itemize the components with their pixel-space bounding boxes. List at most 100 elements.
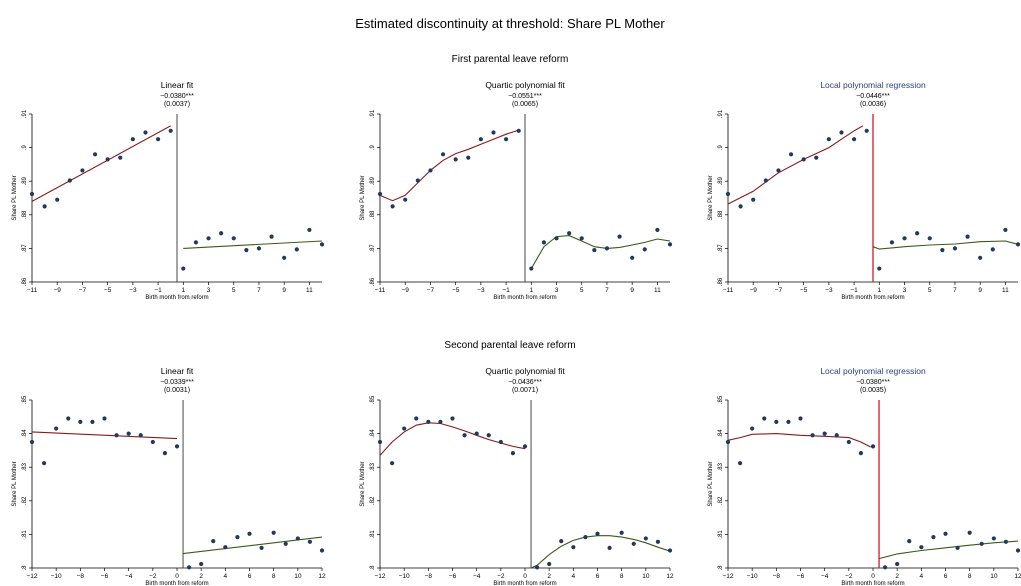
data-point bbox=[919, 545, 924, 550]
x-tick-label: −11 bbox=[27, 287, 38, 294]
data-point bbox=[595, 531, 600, 536]
data-point bbox=[174, 444, 180, 449]
y-tick-label: .85 bbox=[370, 395, 376, 404]
panel-grid: Linear fit−0.0380***(0.0037).86.87.88.89… bbox=[12, 80, 1021, 586]
fit-line-pre-reform bbox=[31, 125, 171, 202]
data-point bbox=[466, 155, 471, 160]
x-tick-label: −12 bbox=[374, 573, 385, 580]
data-point bbox=[643, 536, 648, 541]
x-tick-label: 9 bbox=[978, 287, 982, 294]
data-point bbox=[377, 191, 383, 197]
x-tick-label: 6 bbox=[248, 573, 252, 580]
data-point bbox=[231, 236, 236, 241]
data-point bbox=[478, 137, 483, 142]
data-point bbox=[155, 137, 161, 142]
panel-subtitle: Linear fit bbox=[161, 80, 194, 90]
data-point bbox=[162, 450, 168, 456]
data-point bbox=[737, 461, 743, 466]
data-point bbox=[102, 416, 107, 421]
y-tick-label: .85 bbox=[718, 395, 724, 404]
data-point bbox=[967, 530, 972, 535]
x-tick-label: 11 bbox=[306, 287, 313, 294]
data-point bbox=[978, 255, 983, 260]
x-axis-title: Birth month from reform bbox=[841, 295, 904, 301]
panel-subtitle: Quartic polynomial fit bbox=[485, 80, 565, 90]
x-tick-label: 5 bbox=[580, 287, 584, 294]
x-tick-label: 2 bbox=[547, 573, 551, 580]
data-point bbox=[41, 461, 47, 466]
x-tick-label: 5 bbox=[232, 287, 236, 294]
y-tick-label: .83 bbox=[718, 462, 724, 471]
data-point bbox=[54, 426, 59, 431]
y-tick-label: .84 bbox=[718, 429, 724, 438]
x-tick-label: 1 bbox=[181, 287, 185, 294]
y-tick-label: .86 bbox=[718, 277, 724, 286]
data-point bbox=[604, 246, 610, 251]
data-point bbox=[199, 561, 204, 567]
data-point bbox=[592, 247, 597, 253]
panel-standard-error: (0.0035) bbox=[860, 387, 886, 394]
data-point bbox=[762, 416, 767, 421]
fit-line-post-reform bbox=[872, 240, 1019, 250]
x-tick-label: 8 bbox=[620, 573, 624, 580]
panel-estimate: −0.0446*** bbox=[856, 93, 890, 100]
x-tick-label: 7 bbox=[257, 287, 261, 294]
y-tick-label: .88 bbox=[718, 210, 724, 219]
y-tick-label: .91 bbox=[370, 109, 376, 118]
panel-r1-c1: Linear fit −0.0380***(0.0037) .86 .87 .88 .89… bbox=[12, 80, 325, 301]
data-point bbox=[952, 246, 958, 251]
data-point bbox=[810, 433, 815, 438]
panel-r2-c3: Local polynomial regression −0.0380***(0.… bbox=[708, 366, 1021, 586]
y-tick-label: .84 bbox=[370, 429, 376, 438]
data-point bbox=[403, 197, 408, 202]
data-point bbox=[414, 416, 419, 421]
data-point bbox=[554, 236, 559, 241]
y-tick-label: .88 bbox=[22, 210, 28, 219]
x-tick-label: 7 bbox=[953, 287, 957, 294]
data-point bbox=[522, 444, 528, 449]
y-tick-label: .81 bbox=[718, 530, 724, 539]
data-point bbox=[453, 157, 458, 162]
y-tick-label: .83 bbox=[370, 462, 376, 471]
y-tick-label: .91 bbox=[718, 109, 724, 118]
data-point bbox=[607, 545, 612, 550]
x-tick-label: −1 bbox=[154, 287, 162, 294]
panel-r2-c1: Linear fit −0.0339***(0.0031) .8 .81 .82 .83.… bbox=[12, 366, 326, 586]
data-point bbox=[979, 541, 984, 546]
panel-subtitle: Local polynomial regression bbox=[820, 366, 926, 376]
x-tick-label: −12 bbox=[26, 573, 37, 580]
x-tick-label: −6 bbox=[101, 573, 109, 580]
data-point bbox=[92, 152, 98, 157]
data-point bbox=[667, 548, 673, 553]
data-point bbox=[931, 534, 936, 540]
x-tick-label: −1 bbox=[502, 287, 510, 294]
y-tick-label: .89 bbox=[718, 176, 724, 185]
data-point bbox=[78, 419, 83, 424]
x-tick-label: 0 bbox=[175, 573, 179, 580]
data-point bbox=[788, 152, 794, 157]
data-point bbox=[491, 130, 496, 135]
x-tick-label: −5 bbox=[452, 287, 460, 294]
data-point bbox=[567, 231, 572, 236]
panel-estimate: −0.0551*** bbox=[508, 93, 542, 100]
x-tick-label: −3 bbox=[129, 287, 137, 294]
y-tick-label: .88 bbox=[370, 210, 376, 219]
data-point bbox=[877, 266, 882, 271]
panel-estimate: −0.0380*** bbox=[856, 379, 890, 386]
data-point bbox=[895, 561, 900, 567]
fit-line-pre-reform bbox=[379, 129, 519, 202]
data-point bbox=[223, 545, 228, 550]
x-tick-label: −5 bbox=[104, 287, 112, 294]
x-tick-label: 3 bbox=[207, 287, 211, 294]
data-point bbox=[541, 240, 547, 245]
x-axis-title: Birth month from reform bbox=[145, 295, 208, 301]
data-point bbox=[822, 431, 827, 436]
data-point bbox=[440, 152, 446, 157]
data-point bbox=[307, 539, 313, 544]
x-tick-label: 1 bbox=[529, 287, 533, 294]
data-point bbox=[138, 433, 143, 438]
y-tick-label: .8 bbox=[718, 565, 724, 571]
data-point bbox=[870, 444, 876, 449]
x-tick-label: −9 bbox=[402, 287, 410, 294]
data-point bbox=[915, 231, 920, 236]
